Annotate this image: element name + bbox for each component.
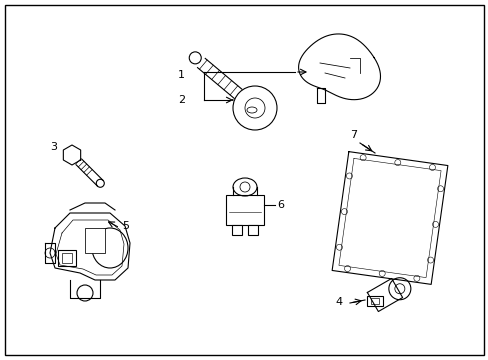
Text: 6: 6 [276,200,284,210]
Text: 5: 5 [122,221,129,231]
Bar [370,298,378,304]
Bar [58,250,76,266]
Text: 4: 4 [334,297,342,307]
Bar [62,253,72,263]
Bar [366,296,382,306]
Bar [231,225,242,235]
Text: 1: 1 [178,70,184,80]
Bar [225,195,264,225]
Bar [85,228,105,253]
Text: 7: 7 [349,130,356,140]
Text: 2: 2 [178,95,185,105]
Text: 3: 3 [50,142,57,152]
Bar [247,225,258,235]
